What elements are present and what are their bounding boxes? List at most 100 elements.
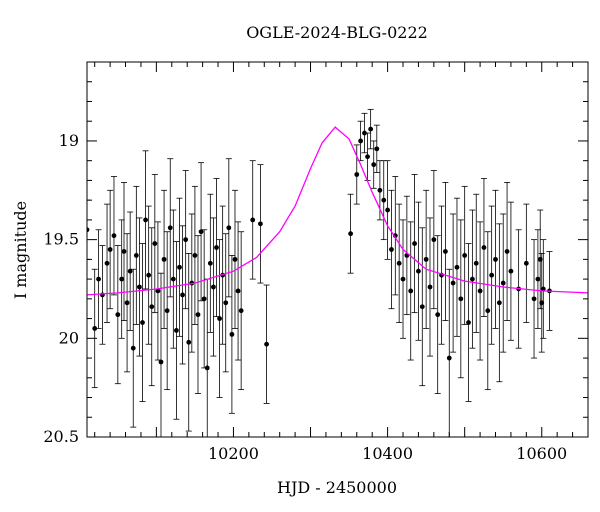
data-point [213, 178, 220, 318]
point-marker [177, 264, 182, 270]
model-curve [87, 126, 588, 296]
data-point [423, 189, 430, 329]
point-marker [368, 126, 374, 132]
data-point [442, 181, 449, 321]
point-marker [146, 272, 152, 278]
point-marker [458, 296, 464, 302]
x-tick-label: 10200 [208, 444, 259, 463]
data-point [496, 223, 503, 383]
data-point [231, 189, 238, 329]
data-point [380, 160, 387, 241]
data-point [235, 221, 242, 361]
point-marker [195, 312, 201, 318]
plot-area [87, 108, 588, 437]
data-point [523, 203, 530, 323]
y-tick-label: 19 [59, 131, 79, 150]
data-point [201, 229, 208, 369]
point-marker [481, 245, 487, 250]
point-marker [523, 260, 529, 266]
point-marker [358, 138, 364, 144]
point-marker [362, 130, 367, 136]
data-point [127, 211, 134, 331]
data-point [164, 231, 171, 391]
data-point [465, 243, 472, 402]
data-point [434, 235, 441, 394]
data-point [142, 150, 149, 290]
data-point [457, 219, 464, 379]
point-marker [167, 225, 173, 231]
point-marker [124, 300, 130, 306]
data-point [477, 221, 484, 361]
y-tick-label: 19.5 [43, 230, 79, 249]
y-tick-label: 20 [59, 328, 79, 347]
data-point [411, 174, 418, 314]
point-marker [211, 284, 216, 290]
y-axis-label: I magnitude [11, 201, 30, 299]
point-marker [170, 276, 176, 282]
data-point [110, 176, 117, 296]
data-point [400, 219, 407, 339]
point-marker [500, 280, 506, 286]
point-marker [226, 225, 232, 231]
data-point [469, 209, 476, 349]
point-marker [416, 268, 421, 274]
point-marker [348, 231, 354, 237]
point-marker [443, 249, 448, 254]
point-marker [149, 304, 155, 310]
data-point [136, 217, 143, 357]
point-marker [540, 286, 546, 292]
data-point [130, 268, 137, 428]
point-marker [238, 308, 244, 314]
data-point [480, 178, 487, 318]
data-point [91, 268, 98, 389]
point-marker [423, 256, 429, 262]
point-marker [180, 292, 185, 298]
data-point [191, 185, 198, 325]
point-marker [381, 197, 387, 203]
chart-title: OGLE-2024-BLG-0222 [246, 23, 428, 42]
point-marker [217, 316, 222, 321]
data-point [182, 170, 189, 310]
data-point [415, 201, 422, 341]
data-point [446, 268, 453, 437]
point-marker [183, 237, 189, 243]
point-marker [408, 288, 414, 294]
plot-frame [86, 61, 589, 438]
point-marker [477, 288, 483, 294]
axis-ticks: 10200 10400 10600 19 19.5 20 20.5 [43, 61, 589, 463]
point-marker [111, 233, 117, 239]
data-point [216, 239, 223, 398]
data-point [507, 201, 514, 341]
point-marker [469, 276, 475, 282]
point-marker [374, 146, 380, 152]
data-point [120, 181, 127, 321]
point-marker [232, 256, 238, 262]
point-marker [431, 237, 437, 243]
data-point [104, 203, 111, 323]
data-point [540, 239, 547, 339]
point-marker [223, 300, 229, 306]
data-point [500, 213, 507, 353]
point-marker [130, 345, 136, 351]
data-point [488, 205, 495, 345]
point-marker [115, 312, 121, 318]
point-marker [435, 312, 441, 318]
point-marker [204, 365, 210, 371]
point-marker [496, 300, 502, 306]
data-point [384, 160, 391, 260]
data-point [228, 255, 235, 414]
point-marker [155, 288, 161, 294]
point-marker [531, 296, 537, 302]
point-marker [462, 253, 468, 258]
point-marker [121, 249, 127, 254]
point-marker [354, 172, 360, 177]
point-marker [446, 355, 452, 361]
y-tick-label: 20.5 [43, 427, 79, 446]
point-marker [385, 207, 390, 213]
data-point [198, 162, 205, 302]
point-marker [201, 296, 207, 302]
point-marker [264, 341, 269, 347]
data-point [179, 225, 186, 365]
point-marker [143, 217, 148, 223]
